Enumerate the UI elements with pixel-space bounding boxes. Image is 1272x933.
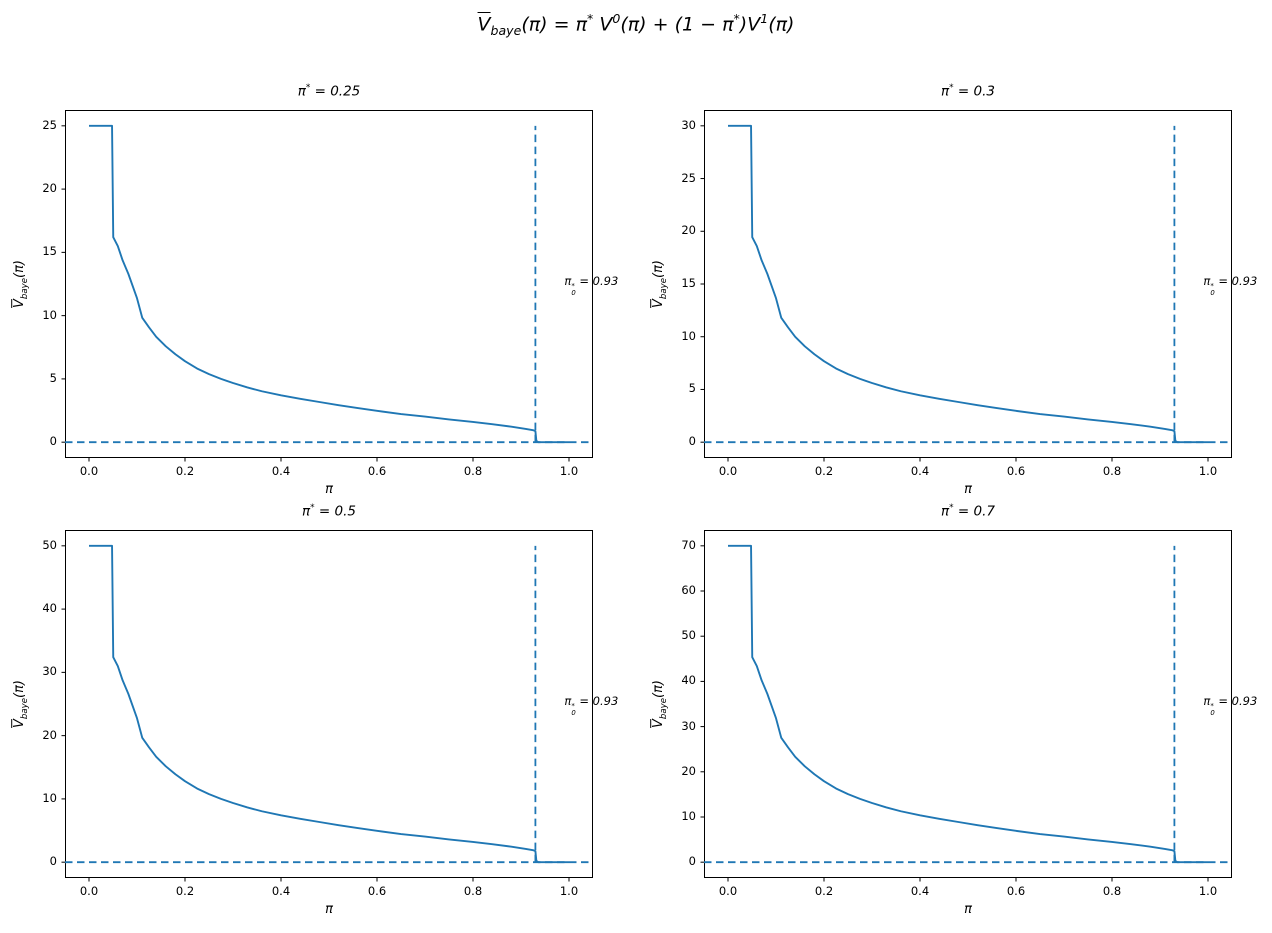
x-tick-label: 0.0 [79, 464, 99, 478]
x-axis-label: π [964, 482, 972, 497]
subplot-title: π* = 0.3 [941, 83, 995, 100]
y-tick-label: 20 [42, 727, 57, 742]
x-tick-label: 1.0 [1198, 464, 1218, 478]
y-tick-label: 30 [681, 718, 696, 733]
y-tick-label: 60 [681, 583, 696, 597]
x-tick-label: 0.6 [367, 884, 387, 898]
axes-frame [65, 110, 593, 458]
x-tick-label: 0.2 [814, 464, 834, 478]
y-tick-label: 15 [681, 276, 696, 290]
y-axis-label: Vbaye(π) [12, 680, 30, 728]
x-tick-label: 0.2 [175, 884, 195, 898]
y-tick-label: 5 [49, 370, 57, 385]
y-tick-label: 10 [681, 328, 696, 343]
value-curve [728, 544, 1208, 864]
x-tick-label: 0.0 [718, 464, 738, 478]
y-tick-label: 40 [681, 673, 696, 688]
x-tick-label: 0.8 [463, 464, 483, 478]
subplot-top-right: 0.0 0.2 0.4 0.6 0.8 1.0 0 5 10 15 20 25 30 π* = 0.3 π V… [651, 83, 1257, 497]
axes-svg [61, 530, 593, 882]
x-axis-label: π [325, 902, 333, 917]
y-tick-label: 70 [681, 537, 696, 552]
x-tick-label: 0.8 [1102, 464, 1122, 478]
subplot-title: π* = 0.5 [302, 503, 356, 520]
pi0-annotation: π * 0 = 0.93 [1203, 694, 1258, 718]
y-axis-label: Vbaye(π) [651, 680, 669, 728]
x-tick-label: 0.4 [910, 464, 930, 478]
subplot-bottom-left: 0.0 0.2 0.4 0.6 0.8 1.0 0 10 20 30 40 50 π* = 0.5 π Vb… [12, 503, 618, 917]
y-tick-label: 10 [681, 808, 696, 823]
y-tick-label: 5 [688, 381, 696, 396]
y-tick-label: 25 [681, 170, 696, 185]
x-axis-label: π [325, 482, 333, 497]
y-tick-label: 30 [42, 664, 57, 679]
y-tick-label: 0 [49, 434, 57, 449]
y-tick-label: 25 [42, 117, 57, 132]
y-tick-label: 0 [688, 854, 696, 869]
y-tick-label: 10 [42, 307, 57, 322]
x-tick-label: 0.6 [367, 464, 387, 478]
axes-frame [704, 110, 1232, 458]
y-axis-label: Vbaye(π) [651, 260, 669, 308]
value-curve [89, 544, 569, 864]
x-tick-label: 0.6 [1006, 884, 1026, 898]
y-tick-label: 50 [42, 537, 57, 552]
pi0-annotation: π * 0 = 0.93 [564, 694, 619, 718]
y-tick-label: 15 [42, 244, 57, 259]
y-tick-label: 20 [681, 223, 696, 238]
x-tick-label: 1.0 [559, 464, 579, 478]
x-tick-label: 0.4 [271, 884, 291, 898]
y-tick-label: 10 [42, 790, 57, 805]
subplot-bottom-right: 0.0 0.2 0.4 0.6 0.8 1.0 0 10 20 30 40 50 60 70 π* = 0.… [651, 503, 1257, 917]
figure-title: Vbaye(π) = π* V0(π) + (1 − π*)V1(π) [477, 11, 795, 39]
pi0-annotation: π * 0 = 0.93 [1203, 274, 1258, 298]
y-tick-label: 30 [681, 117, 696, 132]
subplot-top-left: 0.0 0.2 0.4 0.6 0.8 1.0 0 5 10 15 20 25 π* = 0.25 π Vb… [12, 83, 618, 497]
axes-svg [700, 110, 1232, 462]
x-tick-label: 0.0 [79, 884, 99, 898]
y-tick-label: 20 [681, 763, 696, 778]
y-tick-label: 0 [49, 854, 57, 869]
x-tick-label: 0.8 [1102, 884, 1122, 898]
y-axis-label: Vbaye(π) [12, 260, 30, 308]
subplot-title: π* = 0.25 [297, 83, 361, 100]
pi0-annotation: π * 0 = 0.93 [564, 274, 619, 298]
y-tick-label: 50 [681, 628, 696, 643]
y-tick-label: 0 [688, 434, 696, 449]
x-tick-label: 1.0 [1198, 884, 1218, 898]
x-axis-label: π [964, 902, 972, 917]
y-tick-label: 40 [42, 601, 57, 616]
axes-frame [65, 530, 593, 878]
x-tick-label: 0.0 [718, 884, 738, 898]
value-curve [89, 124, 569, 444]
value-curve [728, 124, 1208, 444]
x-tick-label: 0.4 [910, 884, 930, 898]
x-tick-label: 0.6 [1006, 464, 1026, 478]
subplot-title: π* = 0.7 [941, 503, 995, 520]
x-tick-label: 0.2 [814, 884, 834, 898]
axes-frame [704, 530, 1232, 878]
x-tick-label: 0.8 [463, 884, 483, 898]
x-tick-label: 0.4 [271, 464, 291, 478]
x-tick-label: 1.0 [559, 884, 579, 898]
axes-svg [700, 530, 1232, 882]
axes-svg [61, 110, 593, 462]
y-tick-label: 20 [42, 181, 57, 196]
x-tick-label: 0.2 [175, 464, 195, 478]
